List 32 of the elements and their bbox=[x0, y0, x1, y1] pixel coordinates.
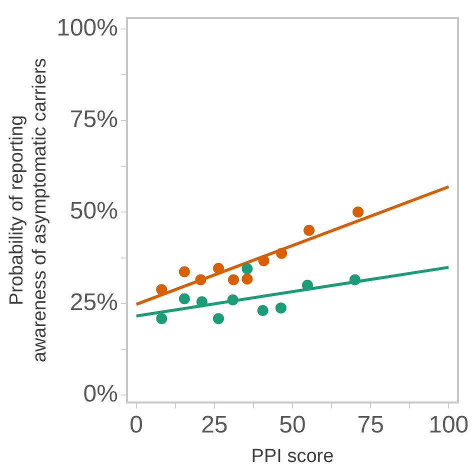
point bbox=[258, 255, 270, 266]
point bbox=[227, 294, 238, 306]
point bbox=[352, 206, 364, 218]
x-tick-label: 25 bbox=[201, 411, 228, 438]
point bbox=[304, 224, 315, 236]
x-tick-label: 0 bbox=[130, 411, 144, 438]
y-tick-label: 75% bbox=[70, 106, 118, 134]
point bbox=[156, 284, 168, 296]
point bbox=[156, 313, 168, 324]
point bbox=[276, 248, 288, 259]
x-tick-label: 75 bbox=[357, 411, 384, 438]
y-tick-label: 0% bbox=[83, 380, 118, 408]
point bbox=[178, 266, 190, 278]
point bbox=[349, 274, 360, 286]
point bbox=[242, 263, 253, 274]
point bbox=[212, 262, 224, 274]
point bbox=[275, 302, 286, 314]
point bbox=[196, 296, 208, 308]
y-tick-label: 50% bbox=[70, 198, 118, 225]
x-tick-label: 50 bbox=[279, 411, 306, 438]
point bbox=[212, 313, 224, 324]
point bbox=[257, 305, 268, 316]
point bbox=[178, 293, 190, 304]
x-tick-label: 100 bbox=[428, 411, 469, 438]
y-tick-label: 100% bbox=[56, 14, 118, 42]
point bbox=[228, 274, 239, 286]
point bbox=[302, 280, 313, 291]
point bbox=[195, 274, 206, 286]
point bbox=[242, 274, 253, 285]
y-tick-label: 25% bbox=[70, 289, 118, 316]
y-axis-title: Probability of reporting awareness of asymptomatic carriers bbox=[6, 58, 50, 362]
x-axis-title: PPI score bbox=[251, 446, 334, 467]
